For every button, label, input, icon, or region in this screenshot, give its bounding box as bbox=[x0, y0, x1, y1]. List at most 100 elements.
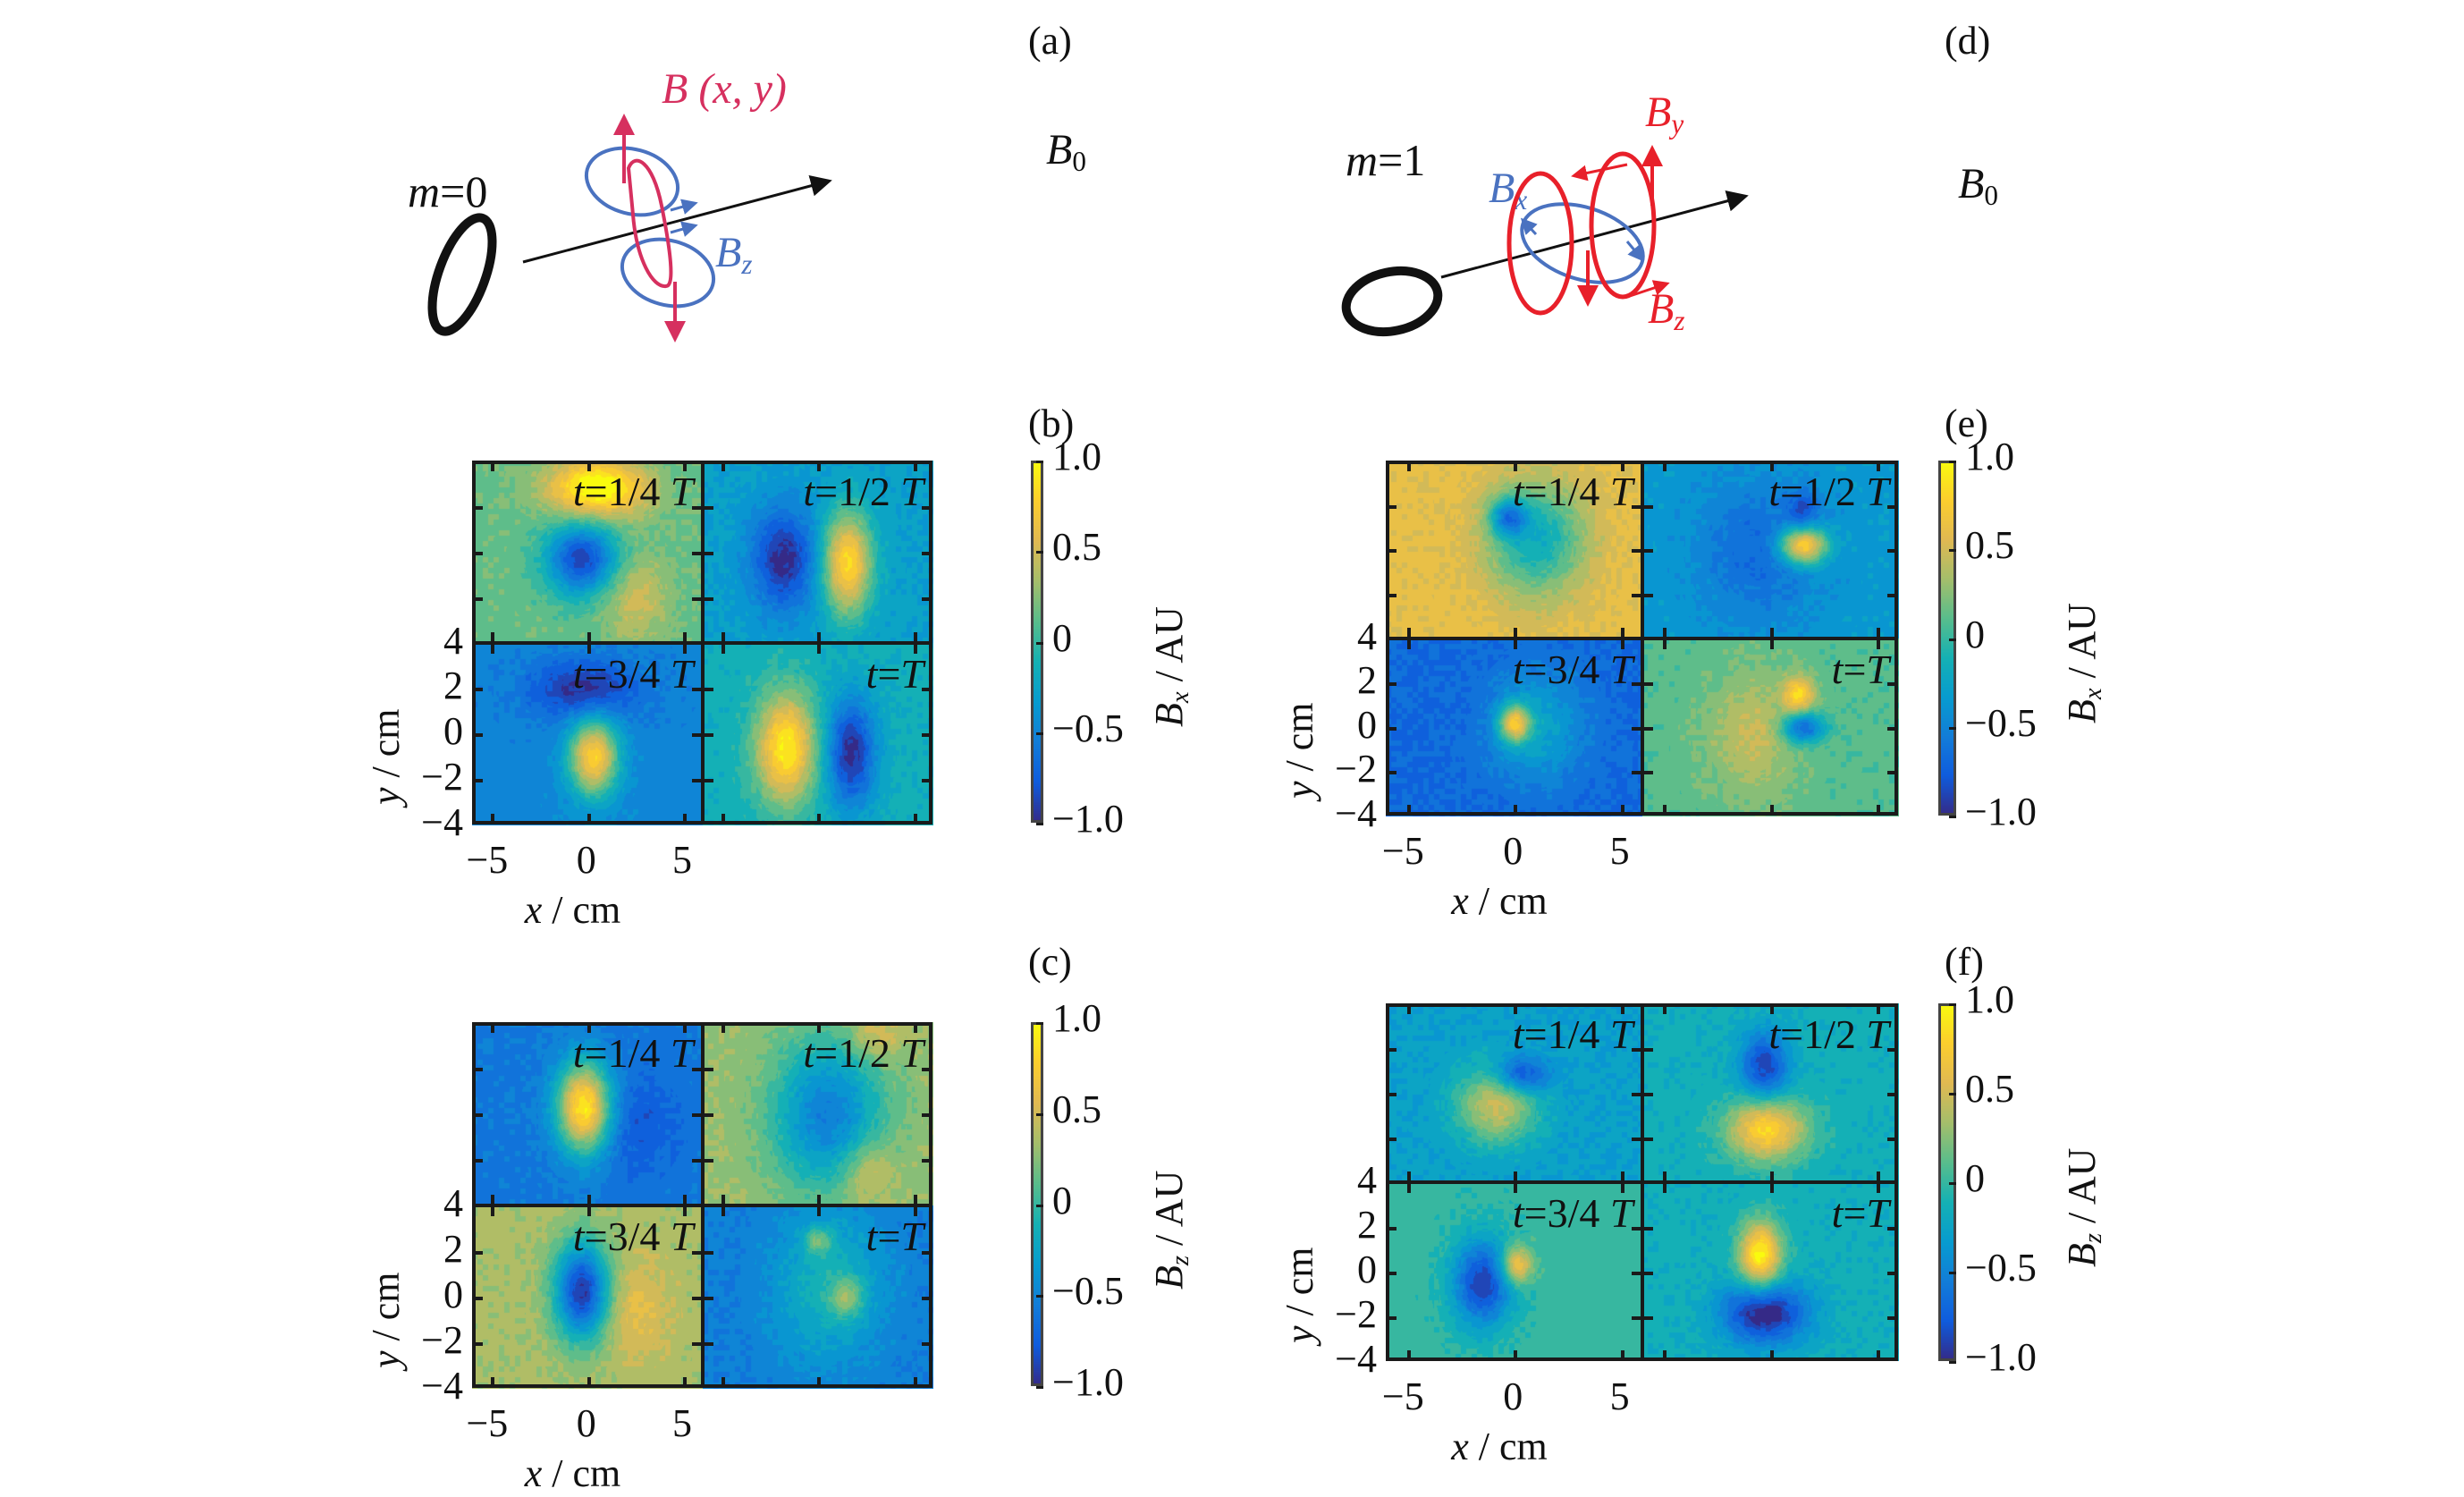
y-tick-mark bbox=[922, 596, 931, 601]
x-tick-label: 0 bbox=[576, 838, 596, 882]
x-tick-mark bbox=[586, 1024, 591, 1033]
y-tick-mark bbox=[474, 1341, 483, 1346]
y-tick-mark bbox=[691, 1250, 701, 1255]
colorbar-tick-mark bbox=[1949, 1182, 1956, 1185]
x-tick-mark bbox=[1877, 1350, 1881, 1359]
subplot-time-label: t=3/4 T bbox=[572, 650, 694, 697]
x-tick-mark bbox=[1663, 805, 1667, 814]
by-loop-right bbox=[1589, 151, 1657, 300]
x-tick-mark bbox=[491, 1024, 495, 1033]
y-tick-mark bbox=[1388, 771, 1397, 775]
x-tick-mark bbox=[586, 1377, 591, 1386]
colorbar-tick-mark bbox=[1949, 816, 1956, 818]
y-tick-mark bbox=[922, 1250, 931, 1255]
coil-ring-icon bbox=[427, 213, 497, 336]
equals: = bbox=[1378, 135, 1404, 185]
colorbar-tick-label: −1.0 bbox=[1965, 790, 2037, 833]
x-tick-mark bbox=[1406, 627, 1411, 637]
x-tick-mark bbox=[1406, 639, 1411, 649]
x-tick-mark bbox=[1620, 462, 1624, 471]
x-tick-mark bbox=[913, 1024, 917, 1033]
y-tick-mark bbox=[1643, 1272, 1653, 1275]
y-tick-mark bbox=[691, 1341, 701, 1346]
mode-var: m bbox=[408, 166, 441, 216]
y-tick-mark bbox=[1887, 593, 1896, 597]
panel-label-d: (d) bbox=[1945, 19, 1991, 63]
x-tick-mark bbox=[1769, 462, 1774, 471]
colorbar-tick-mark bbox=[1949, 549, 1956, 553]
y-tick-mark bbox=[1388, 504, 1397, 509]
subplot-time-label: t=3/4 T bbox=[572, 1213, 694, 1259]
y-tick-mark bbox=[1643, 771, 1653, 775]
x-tick-label: 5 bbox=[1609, 1374, 1630, 1418]
x-tick-label: 5 bbox=[672, 1401, 693, 1445]
colorbar-tick-label: 0 bbox=[1052, 1178, 1072, 1222]
y-tick-mark bbox=[704, 551, 713, 555]
subplot-time-label: t=3/4 T bbox=[1512, 646, 1633, 692]
y-tick-mark bbox=[1887, 1093, 1896, 1096]
subplot-time-label: t=3/4 T bbox=[1512, 1190, 1633, 1236]
x-tick-mark bbox=[721, 1377, 725, 1386]
heatmap-subplot bbox=[1641, 638, 1899, 816]
heatmap-subplot bbox=[472, 1205, 703, 1389]
y-tick-mark bbox=[474, 779, 483, 783]
x-tick-label: 0 bbox=[1503, 1374, 1523, 1418]
bx-arrow-left bbox=[1520, 217, 1538, 236]
x-tick-mark bbox=[1406, 1184, 1411, 1193]
y-tick-label: −2 bbox=[421, 755, 463, 799]
y-tick-mark bbox=[922, 1068, 931, 1072]
colorbar-tick-label: −0.5 bbox=[1052, 706, 1124, 750]
subplot-time-label: t=1/2 T bbox=[1768, 1011, 1889, 1057]
x-tick-mark bbox=[913, 814, 917, 823]
y-tick-mark bbox=[704, 1113, 713, 1118]
panel-label-f: (f) bbox=[1945, 940, 1984, 984]
colorbar-tick-label: 0 bbox=[1965, 1156, 1985, 1200]
bz-sub: z bbox=[741, 248, 753, 280]
x-tick-label: −5 bbox=[1381, 1374, 1424, 1418]
panel-label-e: (e) bbox=[1945, 402, 1988, 445]
y-tick-mark bbox=[1643, 593, 1653, 597]
b0-label-d: B0 bbox=[1958, 159, 1998, 212]
x-tick-mark bbox=[1514, 1184, 1518, 1193]
x-tick-mark bbox=[1514, 1171, 1518, 1180]
x-tick-mark bbox=[721, 1194, 725, 1204]
y-tick-mark bbox=[1631, 1316, 1641, 1320]
heatmap-subplot bbox=[1641, 461, 1899, 639]
y-tick-mark bbox=[691, 1296, 701, 1300]
y-tick-mark bbox=[1388, 1272, 1397, 1275]
y-tick-label: −4 bbox=[1335, 1337, 1377, 1381]
y-tick-mark bbox=[1887, 549, 1896, 554]
x-tick-mark bbox=[1620, 639, 1624, 649]
y-tick-label: −2 bbox=[1335, 747, 1377, 791]
subplot-divider-horizontal bbox=[472, 1203, 932, 1207]
bz-var: B bbox=[715, 229, 742, 276]
bz-loop-lower bbox=[620, 237, 716, 309]
y-axis-label: y / cm bbox=[364, 708, 408, 806]
by-loop-left bbox=[1506, 171, 1574, 316]
x-tick-mark bbox=[1663, 639, 1667, 649]
colorbar-tick-mark bbox=[1036, 1386, 1043, 1389]
colorbar-tick-mark bbox=[1036, 1022, 1043, 1025]
x-tick-mark bbox=[1406, 1171, 1411, 1180]
x-tick-mark bbox=[1514, 1005, 1518, 1014]
y-tick-mark bbox=[704, 1068, 713, 1072]
subplot-time-label: t=1/4 T bbox=[572, 1030, 694, 1076]
x-tick-mark bbox=[586, 1206, 591, 1216]
y-tick-mark bbox=[704, 688, 713, 692]
colorbar-tick-label: −1.0 bbox=[1052, 1360, 1124, 1404]
x-tick-mark bbox=[817, 1377, 822, 1386]
y-tick-mark bbox=[691, 688, 701, 692]
y-tick-mark bbox=[704, 1296, 713, 1300]
y-tick-mark bbox=[1631, 1227, 1641, 1231]
x-tick-mark bbox=[1877, 627, 1881, 637]
y-tick-mark bbox=[1388, 593, 1397, 597]
colorbar-tick-label: 1.0 bbox=[1052, 996, 1101, 1040]
y-tick-mark bbox=[691, 596, 701, 601]
x-tick-mark bbox=[683, 1024, 688, 1033]
x-tick-mark bbox=[1406, 1005, 1411, 1014]
bz-arrow-lower bbox=[670, 221, 698, 237]
x-tick-mark bbox=[586, 631, 591, 641]
y-tick-label: −2 bbox=[1335, 1292, 1377, 1336]
bz-arrow-right bbox=[1626, 280, 1670, 299]
b0-sub: 0 bbox=[1984, 179, 1998, 211]
